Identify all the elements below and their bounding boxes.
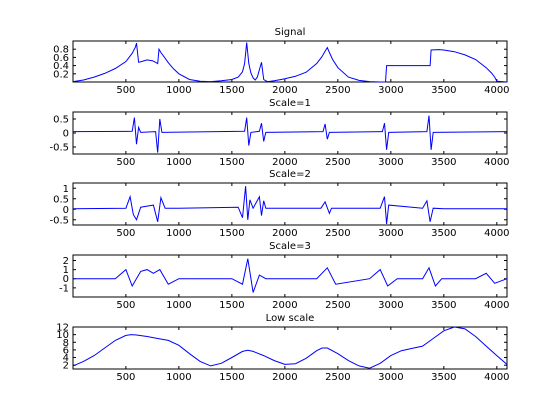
x-tick-label: 4000: [484, 372, 509, 383]
y-tick-label: 0.5: [53, 194, 69, 205]
chart-title-1: Signal: [275, 27, 306, 38]
y-tick-label: 6: [63, 345, 69, 356]
x-tick-label: 3000: [378, 228, 403, 239]
x-tick-label: 1500: [219, 157, 244, 168]
x-tick-label: 2500: [325, 300, 350, 311]
x-tick-label: 500: [116, 85, 135, 96]
y-tick-label: 0.5: [53, 115, 69, 126]
y-tick-label: 0.4: [53, 61, 69, 72]
chart-title-4: Scale=3: [269, 241, 311, 252]
chart-title-3: Scale=2: [269, 169, 311, 180]
x-tick-label: 2000: [272, 300, 297, 311]
y-tick-label: -0.5: [49, 143, 69, 154]
x-tick-label: 2500: [325, 157, 350, 168]
x-tick-label: 4000: [484, 300, 509, 311]
x-tick-label: 2500: [325, 372, 350, 383]
x-tick-label: 500: [116, 372, 135, 383]
y-tick-label: 0: [63, 274, 69, 285]
series-line-2: [72, 115, 508, 153]
x-tick-label: 3000: [378, 85, 403, 96]
x-tick-label: 3500: [431, 85, 456, 96]
axes-frame-4: [72, 254, 508, 298]
x-tick-label: 1500: [219, 372, 244, 383]
series-line-3: [72, 186, 507, 224]
x-tick-label: 1500: [219, 85, 244, 96]
y-tick-label: 1: [63, 184, 69, 195]
x-tick-label: 2000: [272, 228, 297, 239]
x-tick-label: 3500: [431, 372, 456, 383]
y-tick-label: 8: [63, 338, 69, 349]
x-tick-label: 1000: [166, 228, 191, 239]
y-tick-label: -1: [59, 283, 69, 294]
x-tick-label: 3500: [431, 300, 456, 311]
x-tick-label: 3500: [431, 228, 456, 239]
x-tick-label: 1000: [166, 85, 191, 96]
x-tick-label: 4000: [484, 157, 509, 168]
x-tick-label: 3000: [378, 372, 403, 383]
y-tick-label: 0.2: [53, 69, 69, 80]
x-tick-label: 500: [116, 157, 135, 168]
y-tick-label: 0.6: [53, 53, 69, 64]
y-tick-label: 0.8: [53, 45, 69, 56]
x-tick-label: 4000: [484, 85, 509, 96]
x-tick-label: 3000: [378, 157, 403, 168]
x-tick-label: 3500: [431, 157, 456, 168]
x-tick-label: 500: [116, 300, 135, 311]
y-tick-label: 12: [56, 323, 69, 334]
x-tick-label: 1000: [166, 300, 191, 311]
x-tick-label: 2500: [325, 85, 350, 96]
y-tick-label: 0: [63, 205, 69, 216]
series-line-1: [72, 42, 508, 83]
x-tick-label: 3000: [378, 300, 403, 311]
x-tick-label: 1000: [166, 372, 191, 383]
chart-title-5: Low scale: [266, 313, 315, 324]
y-tick-label: 2: [63, 256, 69, 267]
x-tick-label: 1500: [219, 300, 244, 311]
axes-frame-3: [72, 182, 508, 226]
y-tick-label: 4: [63, 353, 69, 364]
series-line-4: [73, 258, 508, 293]
x-tick-label: 2000: [272, 85, 297, 96]
x-tick-label: 2000: [272, 372, 297, 383]
x-tick-label: 2000: [272, 157, 297, 168]
y-tick-label: 0: [63, 129, 69, 140]
x-tick-label: 1000: [166, 157, 191, 168]
y-tick-label: 2: [63, 361, 69, 372]
x-tick-label: 4000: [484, 228, 509, 239]
y-tick-label: -0.5: [49, 215, 69, 226]
x-tick-label: 500: [116, 228, 135, 239]
y-tick-label: 10: [56, 330, 69, 341]
y-tick-label: 1: [63, 265, 69, 276]
series-line-5: [72, 326, 508, 369]
axes-frame-1: [72, 40, 508, 83]
axes-frame-5: [72, 326, 508, 370]
x-tick-label: 2500: [325, 228, 350, 239]
chart-title-2: Scale=1: [269, 98, 311, 109]
x-tick-label: 1500: [219, 228, 244, 239]
